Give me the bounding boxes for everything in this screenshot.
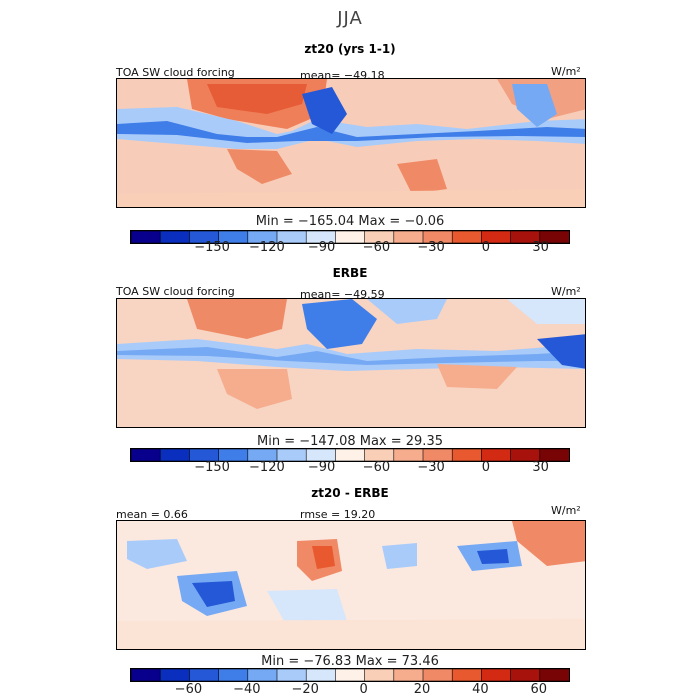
colorbar-segment [510,669,541,681]
panel1-minmax-label: Min = −165.04 Max = −0.06 [255,214,445,229]
colorbar-segment [539,669,569,681]
panel2-map [116,298,586,428]
panel1-variable-label: TOA SW cloud forcing [116,66,235,79]
colorbar-tick-label: −120 [249,240,285,255]
panel3-minmax-label: Min = −76.83 Max = 73.46 [261,654,439,669]
season-title: JJA [337,8,363,29]
colorbar-segment [335,231,366,243]
colorbar-tick-label: 0 [481,240,491,255]
colorbar-tick-label: 30 [532,460,549,475]
colorbar-segment [422,669,454,681]
panel1-map [116,78,586,208]
colorbar-tick-label: −90 [307,460,336,475]
colorbar-segment [364,669,395,681]
panel3-colorbar [130,668,570,682]
panel2-mean-label: mean= −49.59 [300,288,385,301]
colorbar-segment [276,669,308,681]
colorbar-tick-label: 20 [413,682,431,697]
colorbar-segment [131,231,162,243]
colorbar-tick-label: −150 [194,460,230,475]
colorbar-tick-label: −60 [362,240,391,255]
colorbar-tick-label: 0 [481,460,491,475]
colorbar-tick-label: 60 [530,682,548,697]
panel3-map [116,520,586,650]
colorbar-tick-label: 0 [359,682,368,697]
colorbar-tick-label: −90 [307,240,336,255]
colorbar-segment [451,669,483,681]
panel3-title: zt20 - ERBE [311,486,389,500]
colorbar-tick-label: −150 [194,240,230,255]
colorbar-segment [131,669,162,681]
colorbar-segment [159,669,191,681]
colorbar-tick-label: −30 [417,460,445,475]
panel2-title: ERBE [332,266,368,280]
colorbar-segment [481,669,512,681]
colorbar-segment [335,669,366,681]
panel1-title: zt20 (yrs 1-1) [304,42,396,56]
panel3-rmse-label: rmse = 19.20 [300,508,376,521]
colorbar-segment [218,669,249,681]
panel2-colorbar [130,448,570,462]
colorbar-segment [159,231,191,243]
colorbar-segment [335,449,366,461]
colorbar-segment [451,231,483,243]
panel3-mean-label: mean = 0.66 [116,508,188,521]
colorbar-segment [539,231,569,243]
colorbar-tick-label: −60 [174,682,203,697]
panel2-variable-label: TOA SW cloud forcing [116,285,235,298]
colorbar-tick-label: −30 [417,240,445,255]
colorbar-segment [247,669,278,681]
colorbar-tick-label: 30 [532,240,549,255]
colorbar-segment [539,449,569,461]
colorbar-segment [393,669,424,681]
panel2-minmax-label: Min = −147.08 Max = 29.35 [257,434,443,449]
colorbar-segment [305,669,337,681]
panel1-units-label: W/m² [551,65,581,78]
colorbar-segment [189,669,220,681]
colorbar-tick-label: −40 [233,682,261,697]
colorbar-tick-label: 40 [472,682,489,697]
colorbar-segment [451,449,483,461]
colorbar-tick-label: −20 [291,682,319,697]
panel1-colorbar [130,230,570,244]
colorbar-tick-label: −120 [249,460,285,475]
colorbar-tick-label: −60 [362,460,391,475]
colorbar-segment [131,449,162,461]
panel2-units-label: W/m² [551,285,581,298]
panel3-units-label: W/m² [551,504,581,517]
colorbar-segment [159,449,191,461]
